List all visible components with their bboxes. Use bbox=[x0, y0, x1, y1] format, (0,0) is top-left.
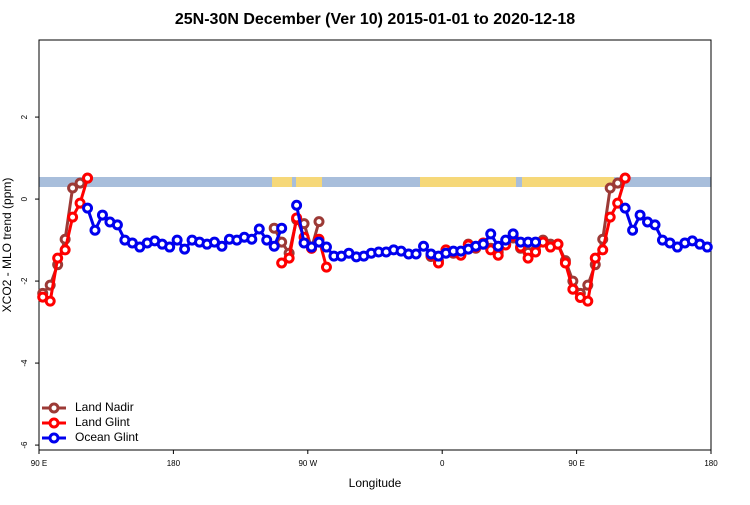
data-point bbox=[612, 197, 624, 209]
data-point bbox=[313, 236, 325, 248]
data-point bbox=[552, 238, 564, 250]
data-point bbox=[59, 244, 71, 256]
x-tick-label: 90 E bbox=[568, 459, 584, 468]
data-point bbox=[522, 252, 534, 264]
data-point bbox=[320, 241, 332, 253]
data-point bbox=[74, 177, 86, 189]
legend-label: Land Nadir bbox=[75, 400, 134, 414]
data-point bbox=[582, 295, 594, 307]
data-point bbox=[111, 219, 123, 231]
data-point bbox=[530, 246, 542, 258]
data-point bbox=[559, 257, 571, 269]
data-point bbox=[246, 233, 258, 245]
data-point bbox=[253, 223, 265, 235]
data-point bbox=[171, 234, 183, 246]
data-point bbox=[313, 216, 325, 228]
data-point bbox=[492, 249, 504, 261]
data-point bbox=[619, 202, 631, 214]
data-point bbox=[164, 241, 176, 253]
data-point bbox=[485, 228, 497, 240]
y-axis-label: XCO2 - MLO trend (ppm) bbox=[0, 178, 14, 313]
y-tick-label: -4 bbox=[20, 359, 29, 367]
legend-label: Land Glint bbox=[75, 415, 130, 429]
data-point bbox=[320, 261, 332, 273]
data-point bbox=[261, 234, 273, 246]
x-axis-label: Longitude bbox=[349, 476, 402, 490]
data-point bbox=[276, 257, 288, 269]
data-point bbox=[597, 244, 609, 256]
legend-label: Ocean Glint bbox=[75, 430, 139, 444]
x-tick-label: 90 W bbox=[298, 459, 317, 468]
legend-marker bbox=[48, 432, 60, 444]
x-tick-label: 0 bbox=[440, 459, 445, 468]
data-point bbox=[268, 240, 280, 252]
data-point bbox=[701, 241, 713, 253]
x-tick-label: 90 E bbox=[31, 459, 47, 468]
x-tick-label: 180 bbox=[167, 459, 181, 468]
data-point bbox=[276, 222, 288, 234]
data-point bbox=[89, 224, 101, 236]
data-point bbox=[283, 252, 295, 264]
data-point bbox=[604, 211, 616, 223]
data-point bbox=[649, 219, 661, 231]
data-point bbox=[604, 182, 616, 194]
y-tick-label: 2 bbox=[20, 114, 29, 119]
y-tick-label: -6 bbox=[20, 441, 29, 449]
data-point bbox=[530, 236, 542, 248]
data-point bbox=[82, 172, 94, 184]
data-point bbox=[507, 228, 519, 240]
data-point bbox=[67, 211, 79, 223]
legend-marker bbox=[48, 402, 60, 414]
data-point bbox=[410, 248, 422, 260]
data-point bbox=[179, 243, 191, 255]
data-point bbox=[82, 202, 94, 214]
y-tick-label: -2 bbox=[20, 277, 29, 285]
data-point bbox=[216, 240, 228, 252]
data-point bbox=[634, 209, 646, 221]
legend-marker bbox=[48, 417, 60, 429]
land-mask bbox=[39, 177, 711, 187]
data-point bbox=[306, 241, 318, 253]
data-point bbox=[477, 238, 489, 250]
data-point bbox=[74, 197, 86, 209]
data-point bbox=[492, 240, 504, 252]
data-point bbox=[44, 295, 56, 307]
data-point bbox=[589, 252, 601, 264]
data-point bbox=[500, 234, 512, 246]
y-tick-label: 0 bbox=[20, 196, 29, 201]
data-point bbox=[96, 209, 108, 221]
data-point bbox=[291, 199, 303, 211]
data-point bbox=[67, 182, 79, 194]
series-line bbox=[41, 176, 626, 296]
data-point bbox=[52, 252, 64, 264]
data-point bbox=[418, 240, 430, 252]
data-point bbox=[612, 177, 624, 189]
chart-title: 25N-30N December (Ver 10) 2015-01-01 to … bbox=[175, 11, 575, 28]
data-point bbox=[567, 283, 579, 295]
x-tick-label: 180 bbox=[704, 459, 718, 468]
data-point bbox=[627, 224, 639, 236]
data-point bbox=[619, 172, 631, 184]
